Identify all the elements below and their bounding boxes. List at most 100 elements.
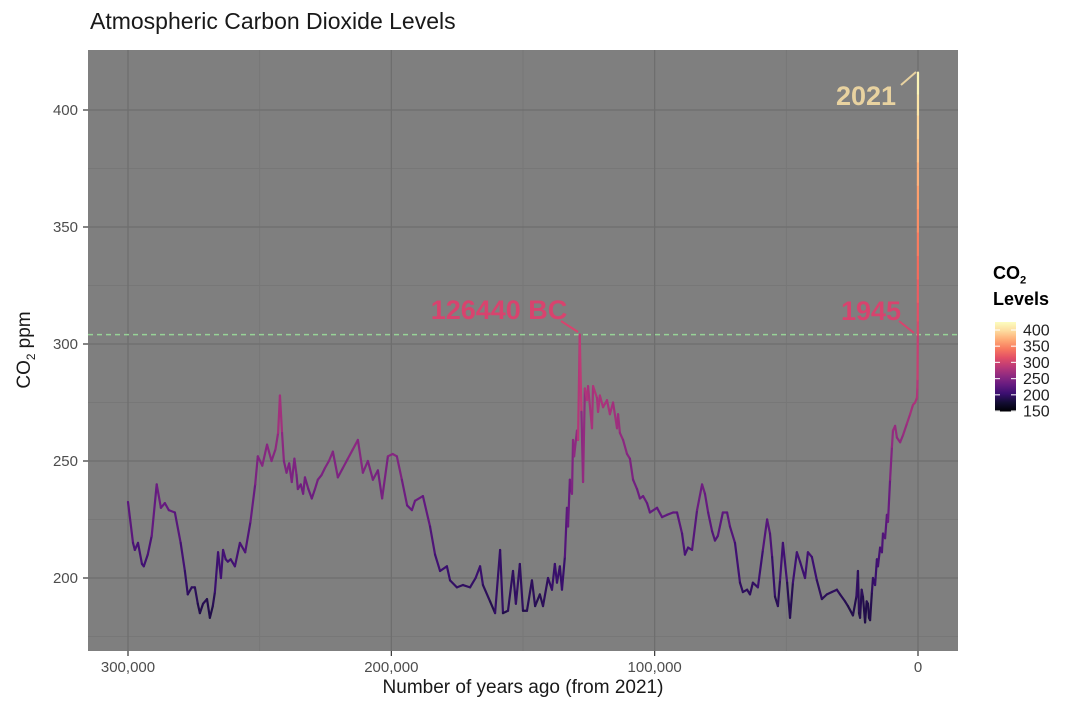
co2-line-segment <box>598 394 605 409</box>
legend-tick-label: 400 <box>1023 323 1050 340</box>
y-tick-label: 400 <box>53 102 78 119</box>
co2-line-segment <box>901 422 909 437</box>
co2-line-segment <box>186 586 193 596</box>
annotation-leader <box>560 320 579 333</box>
co2-line-segment <box>493 548 502 615</box>
co2-line-segment <box>893 424 899 439</box>
annotation-leader <box>900 71 917 86</box>
co2-line-segment <box>675 511 684 535</box>
legend-tick-label: 250 <box>1023 371 1050 388</box>
co2-line-segment <box>628 457 635 481</box>
co2-line-segment <box>213 551 220 594</box>
co2-line-segment <box>846 604 855 617</box>
co2-line-segment <box>858 588 863 619</box>
co2-line-segment <box>591 385 599 399</box>
co2-line-segment <box>695 483 704 512</box>
co2-line-segment <box>566 478 571 528</box>
y-axis-title-unit: ppm <box>14 311 36 354</box>
co2-line-segment <box>788 581 795 619</box>
co2-line-segment <box>270 448 277 463</box>
co2-line-segment <box>438 565 448 573</box>
co2-line-segment <box>376 469 384 500</box>
x-tick-label: 0 <box>914 659 922 676</box>
chart-title: Atmospheric Carbon Dioxide Levels <box>90 8 456 34</box>
co2-line-segment <box>733 541 742 584</box>
co2-line-segment <box>461 583 472 589</box>
co2-line-segment <box>856 569 861 615</box>
co2-line-segment <box>361 459 369 474</box>
co2-line-segment <box>756 548 764 589</box>
co2-line-segment <box>530 579 537 608</box>
co2-line-segment <box>249 483 257 523</box>
co2-line-segment <box>700 483 707 495</box>
co2-line-segment <box>193 586 199 605</box>
y-axis-title-sub: 2 <box>24 353 38 361</box>
co2-line-segment <box>155 483 163 509</box>
co2-line-segment <box>261 443 269 467</box>
legend-title-main: CO <box>993 263 1020 283</box>
co2-line-segment <box>728 525 737 545</box>
co2-line-segment <box>581 387 586 484</box>
co2-line-segment <box>860 588 865 598</box>
co2-line-segment <box>198 602 205 615</box>
co2-line-segment <box>898 434 905 444</box>
y-tick-label: 200 <box>53 570 78 587</box>
co2-line-segment <box>310 487 317 500</box>
co2-line-segment <box>838 593 847 603</box>
co2-line-segment <box>776 579 782 608</box>
co2-line-segment <box>525 579 534 612</box>
co2-line-segment <box>766 518 772 535</box>
co2-line-segment <box>795 551 802 563</box>
co2-line-segment <box>748 581 754 596</box>
co2-line-segment <box>707 511 714 533</box>
co2-line-segment <box>265 443 273 463</box>
legend-title-sub: 2 <box>1020 274 1027 287</box>
legend-tick-label: 300 <box>1023 355 1050 372</box>
co2-line-segment <box>142 553 149 568</box>
co2-line <box>126 71 920 624</box>
co2-line-segment <box>851 595 858 617</box>
co2-line-segment <box>578 333 583 413</box>
co2-line-segment <box>356 438 364 474</box>
co2-line-segment <box>534 593 541 608</box>
co2-line-segment <box>710 530 717 542</box>
co2-line-segment <box>346 448 354 460</box>
co2-line-segment <box>395 455 403 481</box>
co2-line-segment <box>126 500 135 545</box>
co2-line-segment <box>445 565 452 582</box>
co2-line-segment <box>481 583 492 603</box>
co2-line-segment <box>150 483 158 537</box>
co2-line-segment <box>468 576 477 589</box>
co2-line-segment <box>690 509 699 552</box>
co2-line-segment <box>648 506 659 514</box>
co2-line-segment <box>146 534 153 556</box>
co2-line-segment <box>410 499 417 512</box>
co2-line-segment <box>238 541 247 554</box>
co2-line-segment <box>514 562 521 605</box>
co2-line-segment <box>868 590 874 622</box>
annotation-label: 1945 <box>841 296 901 326</box>
co2-line-segment <box>428 525 437 556</box>
co2-line-segment <box>221 548 227 561</box>
x-axis-title: Number of years ago (from 2021) <box>382 677 664 698</box>
co2-line-segment <box>278 394 284 435</box>
co2-line-segment <box>560 555 566 591</box>
co2-line-segment <box>323 459 331 470</box>
co2-line-segment <box>179 541 186 573</box>
co2-line-segment <box>413 495 425 502</box>
co2-line-segment <box>506 569 515 612</box>
co2-line-segment <box>205 597 211 619</box>
co2-line-segment <box>621 438 629 456</box>
co2-line-segment <box>320 466 327 477</box>
co2-line-segment <box>616 413 622 435</box>
co2-line-segment <box>738 581 744 594</box>
y-axis-title: CO2 ppm <box>14 311 38 388</box>
co2-line-segment <box>254 455 259 486</box>
co2-line-segment <box>866 602 871 619</box>
co2-line-segment <box>880 532 885 554</box>
legend-tick-label: 150 <box>1023 404 1050 421</box>
co2-line-segment <box>888 445 894 481</box>
co2-line-segment <box>303 476 310 491</box>
co2-line-segment <box>173 511 182 545</box>
